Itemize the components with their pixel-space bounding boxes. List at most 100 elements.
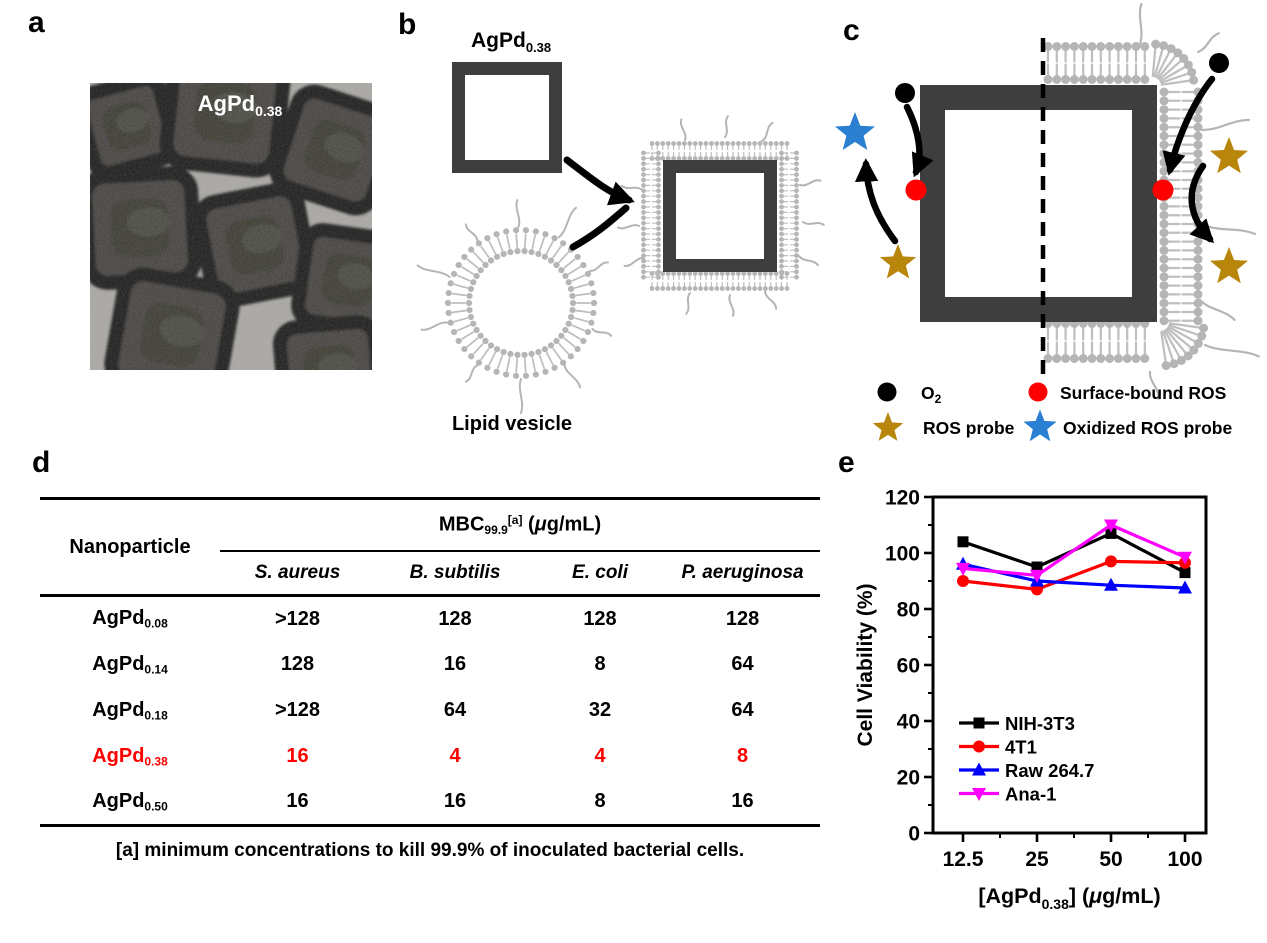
legend-ros-probe-star — [872, 412, 904, 441]
mbc-table: Nanoparticle MBC99.9[a] (μg/mL) S. aureu… — [40, 497, 821, 827]
mbc-cell: 4 — [449, 745, 461, 767]
nanoparticle-name: AgPd0.08 — [92, 607, 168, 632]
nanoparticle-name: AgPd0.38 — [92, 744, 168, 769]
ros-mechanism-scheme: O2 Surface-bound ROS ROS probe Oxidized … — [835, 2, 1260, 442]
table-row: AgPd0.18 >128 64 32 64 — [40, 688, 820, 734]
y-tick-label: 40 — [897, 711, 920, 734]
mbc-cell: 128 — [725, 607, 760, 630]
mbc-cell: 16 — [443, 790, 467, 813]
ros-probe-star-right-top — [1210, 137, 1248, 174]
panel-b-label: b — [398, 8, 417, 41]
mbc-table-panel: Nanoparticle MBC99.9[a] (μg/mL) S. aureu… — [40, 497, 821, 862]
coating-scheme: AgPd0.38 Lipid vesicle — [416, 29, 825, 435]
table-row-highlighted: AgPd0.38 16 4 4 8 — [40, 734, 820, 780]
x-axis-label: [AgPd0.38] (μg/mL) — [978, 884, 1160, 912]
y-tick-label: 0 — [908, 823, 920, 846]
table-row: AgPd0.50 16 16 8 16 — [40, 780, 820, 826]
nanoparticle-name: AgPd0.50 — [92, 789, 168, 814]
mbc-cell: 16 — [443, 653, 467, 675]
ros-scheme-art — [835, 2, 1260, 442]
legend-label: Raw 264.7 — [1005, 760, 1094, 781]
mbc-cell: 16 — [731, 790, 754, 813]
mbc-cell: 64 — [731, 653, 754, 675]
series-ana-1 — [956, 519, 1192, 583]
group-header-mbc: MBC99.9[a] (μg/mL) — [220, 498, 821, 552]
y-tick-label: 80 — [897, 599, 920, 622]
table-footnote: [a] minimum concentrations to kill 99.9%… — [115, 840, 745, 861]
ros-probe-star-right-bottom — [1210, 247, 1248, 284]
nanoparticle-name: AgPd0.18 — [92, 698, 168, 723]
legend-label: Ana-1 — [1005, 784, 1056, 805]
table-header-row-1: Nanoparticle MBC99.9[a] (μg/mL) — [40, 498, 821, 597]
panel-e-label: e — [838, 446, 855, 479]
y-tick-label: 60 — [897, 655, 920, 678]
col-header-e-coli: E. coli — [535, 550, 665, 597]
x-tick-label: 50 — [1099, 848, 1122, 871]
mbc-cell: 32 — [588, 699, 612, 721]
o2-dot-left — [895, 83, 915, 103]
x-tick-label: 100 — [1167, 848, 1202, 871]
legend-oxidized-probe-star — [1023, 409, 1057, 442]
tem-art — [90, 83, 372, 370]
lipid-vesicle — [416, 199, 613, 414]
legend-o2-dot — [877, 382, 897, 402]
nanocage-frame — [920, 85, 1157, 322]
y-axis-label: Cell Viability (%) — [854, 584, 877, 747]
cell-viability-chart: 0 20 40 60 80 100 120 12.5 25 50 100 NIH-3T3 4T1Raw … — [854, 487, 1208, 912]
col-header-s-aureus: S. aureus — [220, 550, 375, 597]
mbc-cell: 4 — [594, 745, 606, 767]
mbc-cell: 16 — [286, 745, 309, 767]
mbc-cell: 8 — [594, 653, 606, 675]
panel-c-label: c — [843, 14, 860, 47]
y-tick-label: 120 — [885, 487, 920, 510]
table-row: AgPd0.14 128 16 8 64 — [40, 642, 820, 688]
coating-scheme-art — [416, 62, 825, 414]
lipid-vesicle-caption: Lipid vesicle — [452, 413, 572, 435]
y-axis: 0 20 40 60 80 100 120 — [885, 487, 933, 846]
legend-surface-ros-label: Surface-bound ROS — [1060, 383, 1226, 403]
col-header-b-subtilis: B. subtilis — [375, 550, 535, 597]
nanocage-frame — [452, 62, 562, 173]
legend-surface-ros-dot — [1028, 382, 1048, 402]
legend-oxidized-probe-label: Oxidized ROS probe — [1063, 418, 1232, 438]
mbc-cell: 64 — [443, 699, 467, 721]
col-header-nanoparticle: Nanoparticle — [40, 498, 220, 597]
x-tick-label: 12.5 — [943, 848, 984, 871]
mbc-cell: 128 — [583, 607, 617, 630]
legend-label: 4T1 — [1005, 737, 1037, 758]
merge-arrow — [563, 156, 635, 251]
mbc-cell: >128 — [274, 699, 321, 721]
y-tick-label: 100 — [885, 543, 920, 566]
x-axis: 12.5 25 50 100 — [943, 833, 1203, 871]
oxidized-probe-star — [835, 112, 875, 150]
surface-ros-dot-right — [1152, 179, 1174, 201]
mbc-cell: 128 — [280, 653, 315, 675]
mbc-cell: 128 — [438, 607, 472, 630]
mbc-cell: 8 — [594, 790, 606, 813]
table-row: AgPd0.08 >128 128 128 128 — [40, 596, 820, 642]
nanoparticle-name: AgPd0.14 — [92, 652, 168, 677]
reaction-arrows — [854, 75, 1216, 245]
x-tick-label: 25 — [1025, 848, 1049, 871]
mbc-cell: 8 — [736, 745, 749, 767]
lipid-coated-nanocage — [617, 115, 825, 317]
legend-o2-label: O2 — [921, 383, 942, 406]
mbc-cell: >128 — [274, 607, 321, 630]
o2-dot-right — [1209, 53, 1229, 73]
y-tick-label: 20 — [897, 767, 920, 790]
nanocage-title: AgPd0.38 — [471, 29, 551, 55]
legend-ros-probe-label: ROS probe — [923, 418, 1015, 438]
col-header-p-aeruginosa: P. aeruginosa — [665, 550, 821, 597]
ros-probe-star-left — [879, 244, 917, 279]
series-4t1 — [957, 555, 1191, 596]
surface-ros-dot-left — [905, 179, 927, 201]
tem-sample-label: AgPd0.38 — [198, 91, 283, 119]
mbc-cell: 64 — [731, 699, 754, 721]
tem-image: AgPd0.38 — [90, 83, 372, 370]
mbc-cell: 16 — [286, 790, 309, 813]
legend-label: NIH-3T3 — [1005, 713, 1075, 734]
panel-d-label: d — [32, 446, 51, 479]
panel-a-label: a — [28, 6, 45, 39]
